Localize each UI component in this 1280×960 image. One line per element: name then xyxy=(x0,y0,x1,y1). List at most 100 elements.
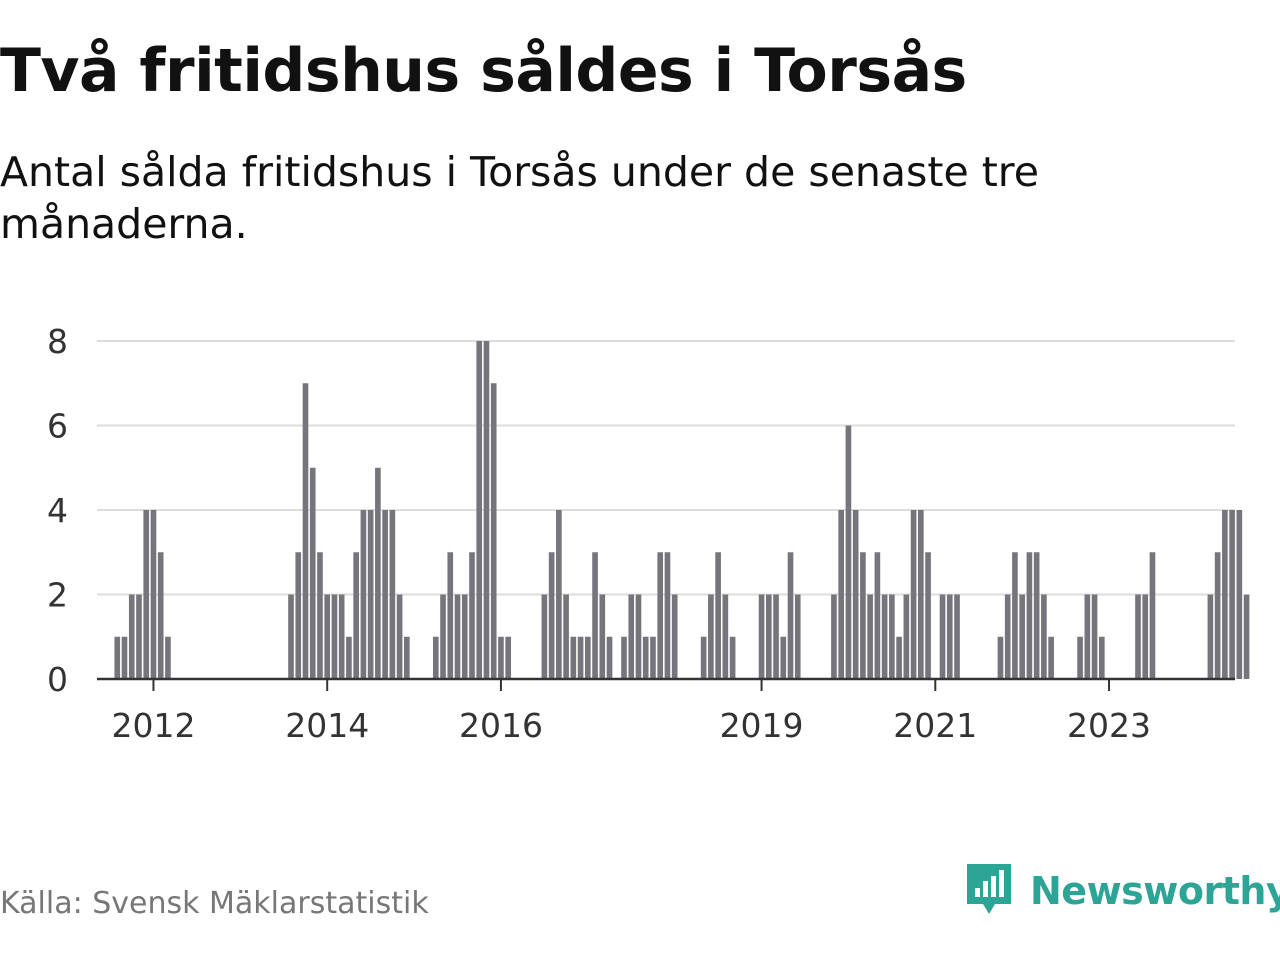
bar xyxy=(367,510,374,679)
bar xyxy=(309,467,316,679)
bar xyxy=(671,594,678,679)
bar xyxy=(700,636,707,679)
bar xyxy=(881,594,888,679)
bar xyxy=(1243,594,1250,679)
y-tick-label: 8 xyxy=(47,322,68,361)
bar xyxy=(541,594,548,679)
x-tick-label: 2016 xyxy=(459,706,543,745)
bar xyxy=(954,594,960,679)
bar xyxy=(584,636,591,679)
y-tick-label: 2 xyxy=(47,576,68,615)
bar xyxy=(860,552,866,679)
bar xyxy=(722,594,729,679)
bar xyxy=(483,341,490,679)
bar xyxy=(867,594,873,679)
bar xyxy=(143,510,150,679)
bar xyxy=(794,594,801,679)
bar xyxy=(657,552,664,679)
bar xyxy=(317,552,323,679)
bar xyxy=(1041,594,1047,679)
bar xyxy=(1077,636,1083,679)
bar xyxy=(505,636,512,679)
bar xyxy=(353,552,359,679)
bar xyxy=(831,594,837,679)
bar xyxy=(1222,510,1228,679)
bar xyxy=(1004,594,1011,679)
bar xyxy=(780,636,787,679)
bar xyxy=(121,636,128,679)
bar xyxy=(758,594,765,679)
bar xyxy=(1048,636,1054,679)
bar xyxy=(548,552,555,679)
bar xyxy=(1135,594,1141,679)
y-tick-label: 4 xyxy=(47,491,68,530)
x-tick-label: 2021 xyxy=(893,706,977,745)
bar xyxy=(563,594,569,679)
bar xyxy=(925,552,931,679)
bar xyxy=(490,383,497,679)
bar xyxy=(1236,510,1243,679)
bar xyxy=(331,594,338,679)
bar xyxy=(432,636,439,679)
bar xyxy=(1033,552,1040,679)
bar xyxy=(150,510,157,679)
bar xyxy=(599,594,606,679)
bar xyxy=(288,594,294,679)
x-tick-label: 2019 xyxy=(720,706,804,745)
bar xyxy=(295,552,302,679)
bar xyxy=(845,425,852,679)
bar xyxy=(708,594,714,679)
bar xyxy=(360,510,367,679)
bar xyxy=(1019,594,1025,679)
chart-subtitle: Antal sålda fritidshus i Torsås under de… xyxy=(0,148,1039,248)
bar xyxy=(592,552,598,679)
bar xyxy=(302,383,309,679)
bar xyxy=(128,594,135,679)
bar xyxy=(498,636,504,679)
bar xyxy=(642,636,649,679)
source-credit: Källa: Svensk Mäklarstatistik xyxy=(0,886,429,921)
bar xyxy=(136,594,142,679)
bar xyxy=(997,636,1004,679)
newsworthy-logo: Newsworthy xyxy=(964,862,1280,920)
bar xyxy=(469,552,475,679)
bar xyxy=(440,594,446,679)
bar xyxy=(628,594,635,679)
bar xyxy=(382,510,388,679)
bar xyxy=(1026,552,1033,679)
bar xyxy=(157,552,164,679)
bar xyxy=(556,510,562,679)
bar xyxy=(114,636,121,679)
y-tick-label: 6 xyxy=(47,407,68,446)
bar xyxy=(338,594,345,679)
x-tick-label: 2014 xyxy=(285,706,369,745)
bar xyxy=(461,594,468,679)
bar xyxy=(650,636,656,679)
y-tick-label: 0 xyxy=(47,660,68,699)
bar xyxy=(729,636,736,679)
bar xyxy=(1142,594,1149,679)
bar xyxy=(946,594,953,679)
x-tick-label: 2023 xyxy=(1067,706,1151,745)
bar xyxy=(1214,552,1221,679)
bar xyxy=(787,552,794,679)
bar xyxy=(852,510,859,679)
bar xyxy=(903,594,910,679)
bar xyxy=(570,636,577,679)
bar xyxy=(1098,636,1105,679)
bar xyxy=(838,510,845,679)
bar xyxy=(765,594,772,679)
bar xyxy=(664,552,671,679)
bar xyxy=(324,594,331,679)
bar xyxy=(577,636,584,679)
newsworthy-logo-icon xyxy=(967,864,1011,914)
bar xyxy=(404,636,410,679)
bar xyxy=(635,594,642,679)
bar xyxy=(715,552,721,679)
bar xyxy=(889,594,895,679)
bar xyxy=(874,552,881,679)
bar xyxy=(1084,594,1091,679)
bar xyxy=(1012,552,1018,679)
bar xyxy=(896,636,902,679)
bar xyxy=(346,636,352,679)
